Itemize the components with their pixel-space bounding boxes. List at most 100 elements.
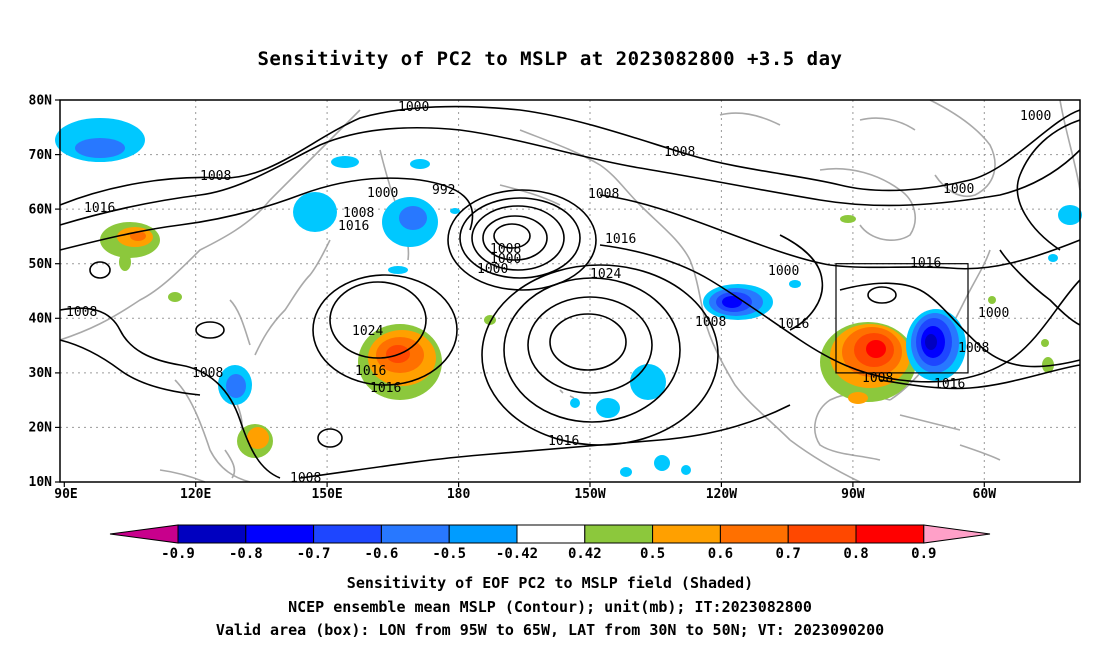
lon-label: 150W: [574, 487, 605, 502]
lon-label: 60W: [973, 487, 997, 502]
colorbar-label: -0.8: [229, 546, 263, 562]
contour-label: 1008: [343, 206, 374, 221]
longitude-labels: 90E 120E 150E 180 150W 120W 90W 60W: [54, 487, 996, 502]
contour-label: 1008: [695, 315, 726, 330]
contour-label: 1000: [367, 186, 398, 201]
colorbar-label: 0.42: [568, 546, 602, 562]
contour-label: 1008: [490, 242, 521, 257]
mslp-contours: [59, 105, 1081, 479]
contour-label: 1016: [84, 201, 115, 216]
colorbar-label: -0.5: [432, 546, 466, 562]
lat-label: 80N: [29, 94, 53, 109]
contour-label: 1008: [66, 305, 97, 320]
colorbar-cell: [584, 524, 654, 544]
lon-label: 120E: [180, 487, 211, 502]
lat-label: 70N: [29, 148, 53, 163]
sensitivity-shading: [55, 118, 1082, 477]
contour-label: 1016: [934, 377, 965, 392]
shade-blob-positive: [820, 322, 916, 404]
lat-label: 20N: [29, 421, 53, 436]
lat-label: 10N: [29, 475, 53, 490]
shade-blob-positive: [237, 424, 273, 458]
colorbar-cell: [516, 524, 586, 544]
colorbar-arrow-low: [109, 524, 179, 544]
shade-blob-misc: [840, 205, 1082, 373]
contour-label: 1000: [477, 262, 508, 277]
lon-label: 150E: [311, 487, 342, 502]
contour-label: 1024: [590, 267, 621, 282]
contour-label: 1008: [862, 371, 893, 386]
graticule: [60, 100, 1080, 482]
map-background: [60, 100, 1080, 482]
colorbar-label: -0.42: [496, 546, 538, 562]
contour-label: 1016: [355, 364, 386, 379]
colorbar-label: 0.8: [843, 546, 868, 562]
contour-label: 1000: [1020, 109, 1051, 124]
lat-label: 50N: [29, 257, 53, 272]
contour-label: 1008: [588, 187, 619, 202]
colorbar-cell: [787, 524, 857, 544]
contour-label: 1008: [290, 471, 321, 486]
colorbar-labels: -0.9 -0.8 -0.7 -0.6 -0.5 -0.42 0.42 0.5 …: [161, 546, 936, 562]
contour-label: 1008: [664, 145, 695, 160]
contour-label: 1008: [958, 341, 989, 356]
caption-contour: NCEP ensemble mean MSLP (Contour); unit(…: [288, 598, 812, 616]
valid-area-box: [835, 263, 969, 374]
shade-blob-negative: [570, 364, 691, 477]
colorbar-cell: [448, 524, 518, 544]
contour-label: 1000: [978, 306, 1009, 321]
colorbar-label: 0.7: [776, 546, 801, 562]
colorbar-cell: [380, 524, 450, 544]
colorbar-cell: [245, 524, 315, 544]
contour-labels: 1000 1008 1016 1024 992 1000 1008 1016 1…: [66, 100, 1051, 486]
colorbar-cell: [855, 524, 925, 544]
shade-blob-positive: [100, 222, 182, 302]
lat-label: 60N: [29, 203, 53, 218]
plot-area: 1000 1008 1016 1024 992 1000 1008 1016 1…: [29, 94, 1082, 502]
colorbar-label: 0.9: [911, 546, 936, 562]
colorbar-label: 0.5: [640, 546, 665, 562]
colorbar-label: -0.9: [161, 546, 195, 562]
colorbar-cell: [719, 524, 789, 544]
contour-label: 1016: [370, 381, 401, 396]
lon-label: 90E: [54, 487, 77, 502]
colorbar-cell: [652, 524, 721, 544]
plot-frame: [59, 99, 1081, 483]
contour-label: 1008: [192, 366, 223, 381]
colorbar-label: -0.6: [365, 546, 399, 562]
contour-label: 1016: [605, 232, 636, 247]
lon-label: 180: [447, 487, 471, 502]
tick-marks: [55, 99, 985, 487]
caption-shading: Sensitivity of EOF PC2 to MSLP field (Sh…: [346, 574, 754, 592]
lon-label: 120W: [706, 487, 737, 502]
colorbar-label: -0.7: [297, 546, 331, 562]
lat-label: 40N: [29, 312, 53, 327]
contour-label: 1000: [490, 252, 521, 267]
colorbar-label: 0.6: [708, 546, 733, 562]
contour-label: 992: [432, 183, 455, 198]
contour-label: 1016: [338, 219, 369, 234]
lat-label: 30N: [29, 366, 53, 381]
caption-valid-area: Valid area (box): LON from 95W to 65W, L…: [215, 621, 885, 639]
shade-blob-negative: [218, 365, 252, 405]
colorbar-cell: [313, 524, 382, 544]
colorbar-arrow-high: [923, 524, 991, 544]
shade-blob-negative: [293, 156, 460, 274]
lon-label: 90W: [841, 487, 865, 502]
shade-blob-positive: [358, 315, 496, 400]
colorbar: -0.9 -0.8 -0.7 -0.6 -0.5 -0.42 0.42 0.5 …: [109, 524, 991, 562]
shade-blob-negative: [906, 309, 966, 381]
contour-label: 1000: [398, 100, 429, 115]
contour-label: 1024: [352, 324, 383, 339]
shade-blob-negative: [703, 280, 801, 320]
latitude-labels: 80N 70N 60N 50N 40N 30N 20N 10N: [29, 94, 53, 491]
contour-label: 1016: [548, 434, 579, 449]
contour-label: 1016: [778, 317, 809, 332]
colorbar-cell: [177, 524, 247, 544]
contour-label: 1000: [943, 182, 974, 197]
contour-label: 1008: [200, 169, 231, 184]
shade-blob-negative: [55, 118, 145, 162]
contour-label: 1000: [768, 264, 799, 279]
map-title: Sensitivity of PC2 to MSLP at 2023082800…: [257, 48, 843, 70]
